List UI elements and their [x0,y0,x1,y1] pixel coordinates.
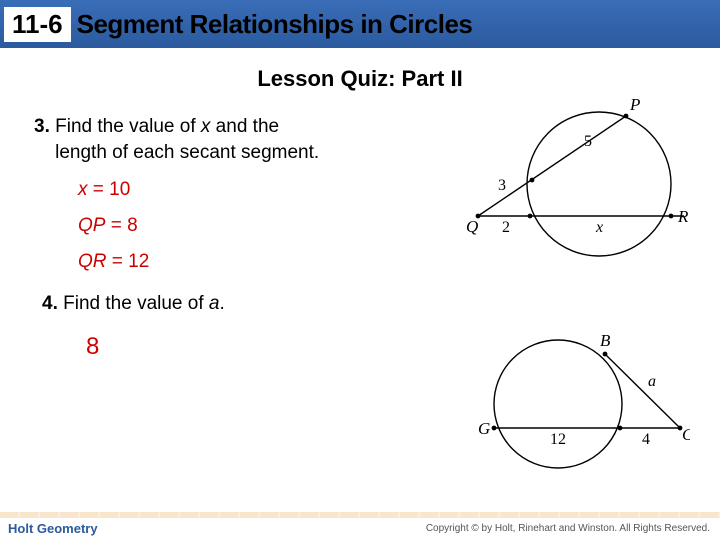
q3-number: 3. [34,116,50,137]
fig1-label-x: x [595,219,603,236]
footer-left: Holt Geometry [8,521,98,536]
fig1-label-3: 3 [498,177,506,194]
footer-right: Copyright © by Holt, Rinehart and Winsto… [426,523,710,534]
section-badge: 11-6 [4,7,71,42]
figure-1: P Q R 5 3 2 x [464,96,694,266]
footer: Holt Geometry Copyright © by Holt, Rineh… [0,516,720,540]
q3-var-x: x [201,116,211,137]
fig2-label-a: a [648,373,656,390]
fig1-label-Q: Q [466,217,478,236]
q4-number: 4. [42,293,58,314]
fig2-label-4: 4 [642,431,650,448]
q3-text-b: and the [210,116,279,137]
figure-2: B G C 12 4 a [470,330,690,480]
lesson-title: Lesson Quiz: Part II [0,66,720,92]
q3-a1-pre: x [78,179,88,200]
q3-a3-post: = 12 [107,251,150,272]
q4-var-a: a [209,293,220,314]
fig2-label-12: 12 [550,431,566,448]
q3-a2-post: = 8 [105,215,137,236]
q4-text-a: Find the value of [63,293,209,314]
fig2-label-G: G [478,419,490,438]
fig1-label-5: 5 [584,133,592,150]
q4-text-b: . [219,293,224,314]
fig1-label-2: 2 [502,219,510,236]
q3-a2-pre: QP [78,215,105,236]
header-bar: 11-6 Segment Relationships in Circles [0,0,720,48]
q3-text-c: length of each secant segment. [55,142,319,163]
question-4: 4. Find the value of a. [42,291,692,317]
fig2-label-B: B [600,331,611,350]
fig1-label-R: R [677,207,689,226]
q3-a3-pre: QR [78,251,107,272]
header-title: Segment Relationships in Circles [77,9,473,40]
q3-a1-post: = 10 [88,179,131,200]
fig1-label-P: P [629,96,640,114]
q3-text-a: Find the value of [55,116,201,137]
fig2-label-C: C [682,425,690,444]
